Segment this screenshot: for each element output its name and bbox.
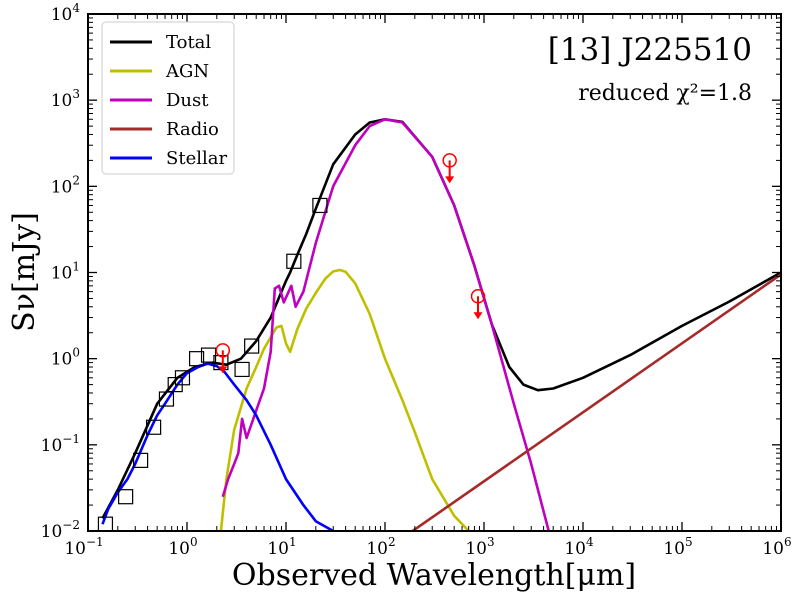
legend-item-agn: AGN	[110, 61, 209, 82]
y-tick-label: 10−2	[41, 518, 80, 542]
y-tick-label: 100	[51, 346, 80, 370]
observed-point	[244, 338, 260, 354]
y-tick-label: 101	[51, 260, 80, 284]
observed-point	[158, 391, 175, 407]
x-tick-label: 104	[564, 535, 594, 559]
legend-item-total: Total	[110, 32, 211, 53]
upper-limits-layer	[215, 153, 486, 374]
ticks-layer: 10−1 100 101 102 103 104 105 10610−210−11001011…	[41, 1, 792, 559]
x-tick-label: 106	[762, 535, 791, 559]
legend: Total AGN Dust Radio Stellar	[101, 21, 235, 175]
y-tick-label: 102	[51, 173, 80, 197]
series-layer	[101, 118, 781, 531]
series-line-radio	[411, 273, 781, 531]
y-tick-label: 10−1	[41, 432, 80, 456]
observed-point	[312, 197, 328, 214]
observed-point	[174, 370, 191, 386]
observed-point	[118, 489, 134, 505]
series-line-dust	[221, 118, 550, 531]
x-tick-label: 101	[267, 535, 296, 559]
x-tick-label: 100	[168, 535, 197, 559]
legend-box	[101, 21, 235, 175]
y-axis-label: Sν[mJy]	[7, 212, 42, 332]
chart-subtitle: reduced χ²=1.8	[578, 81, 752, 106]
y-tick-label: 103	[51, 87, 80, 111]
y-tick-label: 104	[51, 1, 81, 25]
legend-label: Radio	[166, 119, 219, 140]
x-tick-label: 10−1	[64, 535, 103, 559]
x-tick-label: 103	[465, 535, 494, 559]
x-axis-label: Observed Wavelength[μm]	[232, 558, 636, 593]
legend-item-radio: Radio	[110, 119, 219, 140]
observed-point	[234, 361, 250, 378]
legend-label: Total	[166, 32, 211, 53]
x-tick-label: 105	[663, 535, 692, 559]
upper-limit-marker	[442, 153, 457, 184]
observed-points-layer	[97, 197, 328, 531]
upper-limit-marker	[215, 343, 231, 374]
x-tick-label: 102	[366, 535, 395, 559]
observed-point	[146, 419, 162, 435]
legend-items: Total AGN Dust Radio Stellar	[110, 32, 227, 169]
legend-item-stellar: Stellar	[110, 148, 227, 169]
legend-label: AGN	[165, 61, 209, 82]
upper-limit-marker	[470, 289, 486, 320]
series-line-agn	[219, 268, 470, 531]
chart-title: [13] J225510	[548, 32, 752, 68]
observed-point	[188, 351, 205, 367]
legend-label: Dust	[166, 90, 209, 111]
observed-point	[133, 452, 149, 468]
observed-point	[286, 253, 302, 269]
legend-label: Stellar	[166, 148, 227, 169]
legend-item-dust: Dust	[110, 90, 209, 111]
observed-point	[97, 516, 114, 531]
